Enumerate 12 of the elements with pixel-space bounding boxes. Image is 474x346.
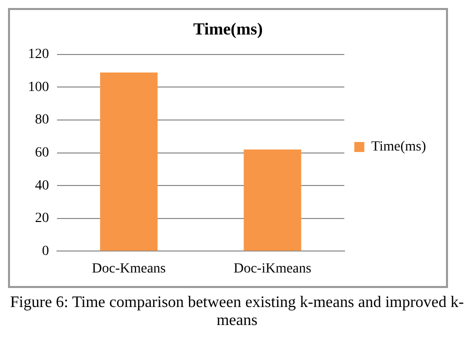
- x-tick-label: Doc-iKmeans: [234, 261, 312, 276]
- y-tick-label: 80: [35, 112, 49, 128]
- y-tick-label: 40: [35, 178, 49, 194]
- legend-label: Time(ms): [371, 140, 426, 155]
- y-tick-label: 0: [42, 244, 49, 259]
- x-tick-label: Doc-Kmeans: [92, 261, 166, 276]
- caption: Figure 6: Time comparison between existing k-means and improved k-means: [9, 294, 465, 330]
- y-tick-label: 100: [28, 80, 49, 95]
- y-tick-label: 120: [28, 47, 49, 62]
- y-tick-label: 60: [35, 145, 49, 160]
- chart-title: Time(ms): [193, 20, 263, 39]
- y-tick-label: 20: [35, 211, 49, 226]
